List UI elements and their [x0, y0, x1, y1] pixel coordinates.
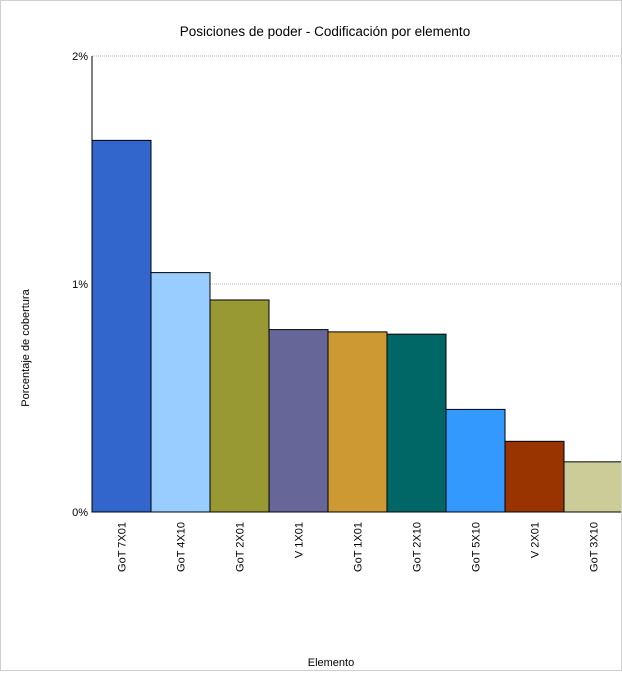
x-axis-ticks: GoT 7X01 GoT 4X10 GoT 2X01 V 1X01 GoT 1X01 Go… — [117, 522, 601, 572]
x-tick-label: V 1X01 — [294, 522, 306, 558]
x-tick-label: GoT 4X10 — [176, 522, 188, 572]
bar — [563, 461, 622, 513]
bar — [268, 329, 329, 513]
bars — [91, 139, 622, 513]
x-axis-label: Elemento — [308, 657, 354, 669]
gridlines — [92, 55, 622, 285]
x-tick-label: GoT 7X01 — [117, 522, 129, 572]
x-tick-label: GoT 2X01 — [235, 522, 247, 572]
bar — [209, 299, 270, 513]
y-axis-label: Porcentaje de cobertura — [20, 288, 32, 406]
bar — [445, 408, 506, 513]
x-tick-label: GoT 1X01 — [353, 522, 365, 572]
y-tick-label: 0% — [72, 507, 88, 519]
bar — [386, 333, 447, 513]
x-tick-label: V 2X01 — [530, 522, 542, 558]
bar — [504, 440, 565, 513]
x-tick-label: GoT 3X10 — [589, 522, 601, 572]
y-tick-label: 1% — [72, 279, 88, 291]
x-tick-label: GoT 5X10 — [471, 522, 483, 572]
chart-title: Posiciones de poder - Codificación por e… — [180, 24, 470, 39]
y-tick-label: 2% — [72, 51, 88, 63]
x-tick-label: GoT 2X10 — [412, 522, 424, 572]
bar — [150, 272, 211, 513]
y-axis-ticks: 0% 1% 2% — [72, 51, 88, 519]
bar — [91, 139, 152, 513]
bar — [327, 331, 388, 513]
